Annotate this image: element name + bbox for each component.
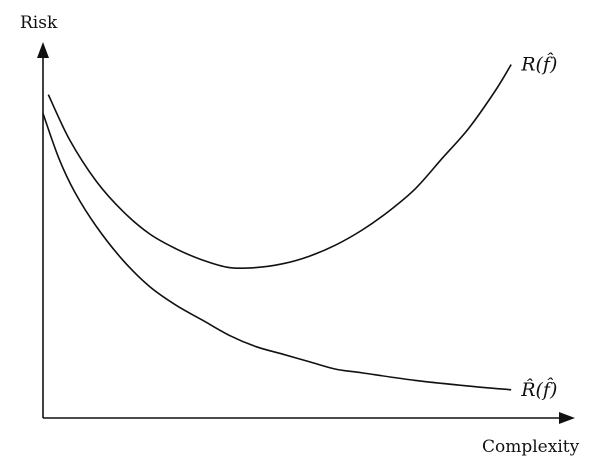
y-axis-label: Risk <box>20 13 58 33</box>
series-line-empirical-risk <box>42 113 512 391</box>
y-axis <box>37 42 49 418</box>
series-label-empirical-risk: R̂(f̂) <box>520 378 557 401</box>
series-line-true-risk <box>47 64 512 270</box>
x-axis <box>43 412 575 424</box>
x-axis-label: Complexity <box>482 437 580 457</box>
x-axis-arrowhead <box>559 412 575 424</box>
y-axis-arrowhead <box>37 42 49 58</box>
series-label-true-risk: R(f̂) <box>520 52 557 75</box>
series-layer: R(f̂) R̂(f̂) <box>42 52 557 401</box>
